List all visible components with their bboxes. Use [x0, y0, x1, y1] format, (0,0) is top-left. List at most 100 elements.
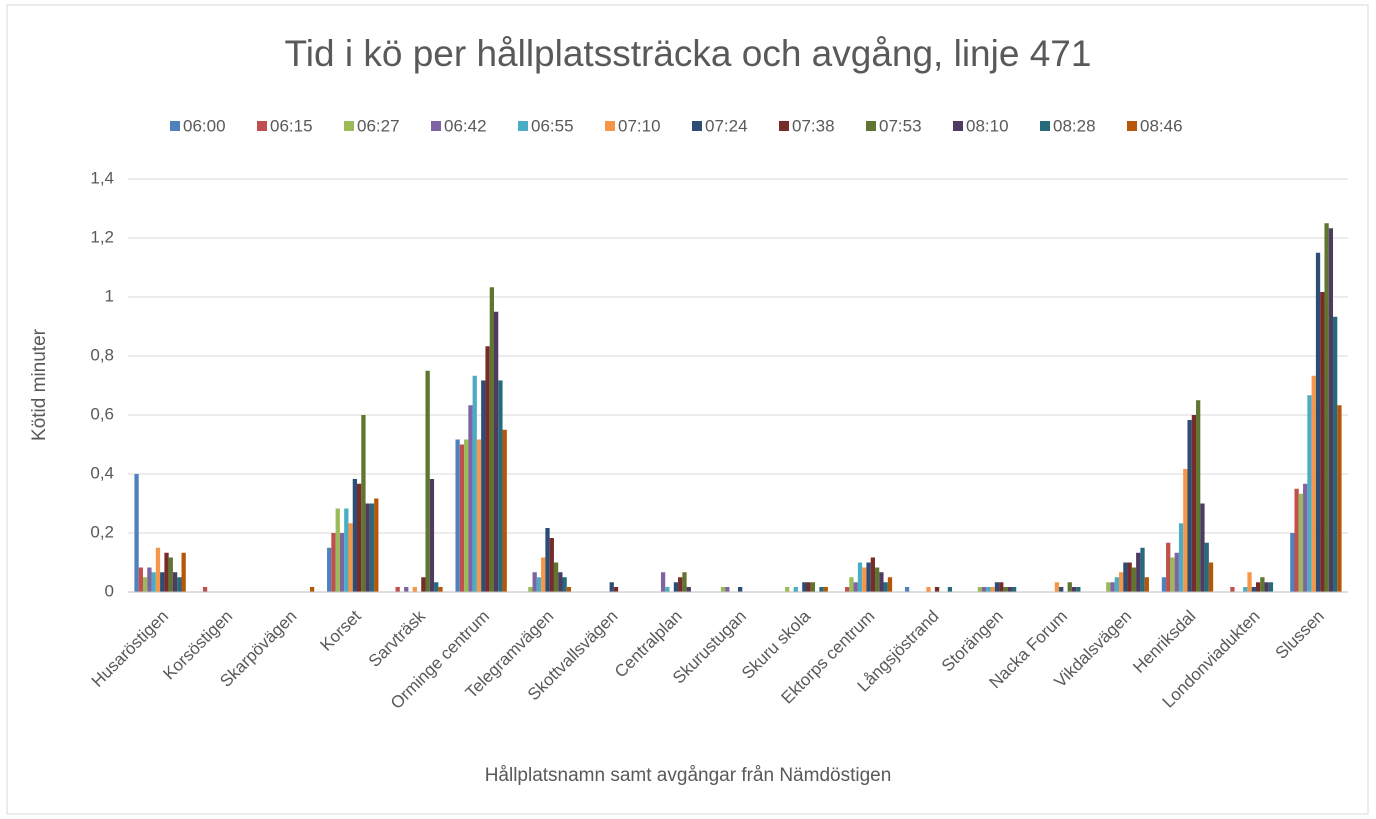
bar — [502, 429, 507, 592]
bar — [934, 586, 940, 592]
legend-label: 06:15 — [270, 116, 313, 135]
bar — [134, 474, 139, 592]
y-tick-label: 1,4 — [90, 168, 114, 187]
x-axis-title: Hållplatsnamn samt avgångar från Nämdöst… — [485, 765, 892, 786]
y-tick-label: 0,2 — [90, 522, 114, 541]
bar — [682, 572, 687, 592]
legend-label: 06:27 — [357, 116, 400, 135]
legend-label: 08:46 — [1140, 116, 1183, 135]
bar — [1251, 586, 1256, 592]
bar — [1200, 503, 1205, 592]
bar — [785, 586, 790, 592]
bar — [202, 586, 208, 592]
bar — [1303, 483, 1308, 592]
bar — [160, 572, 165, 592]
bar — [395, 586, 400, 592]
bar — [849, 577, 854, 592]
legend-label: 07:38 — [792, 116, 835, 135]
bar — [498, 380, 503, 592]
bar — [177, 577, 182, 592]
bar — [1183, 468, 1188, 592]
bar — [1166, 542, 1171, 592]
legend-swatch — [431, 121, 441, 131]
bar — [1208, 562, 1214, 592]
legend-swatch — [1040, 121, 1050, 131]
bar — [1106, 582, 1111, 592]
legend-swatch — [344, 121, 354, 131]
legend-label: 06:42 — [444, 116, 487, 135]
bar — [1110, 582, 1115, 592]
bar — [819, 586, 824, 592]
bar — [1268, 582, 1274, 592]
bar — [866, 562, 871, 592]
legend-label: 07:10 — [618, 116, 661, 135]
bar — [1320, 291, 1325, 592]
bar — [528, 586, 533, 592]
bar — [348, 523, 353, 592]
bar — [1007, 586, 1012, 592]
bar — [558, 572, 563, 592]
bar — [883, 582, 888, 592]
bar — [172, 572, 178, 592]
legend-swatch — [779, 121, 789, 131]
legend-swatch — [518, 121, 528, 131]
bar — [1230, 586, 1235, 592]
bar — [862, 567, 867, 592]
bar — [138, 567, 143, 592]
bar — [562, 577, 567, 592]
bar — [1264, 582, 1269, 592]
bar — [545, 527, 550, 592]
bar — [1174, 552, 1179, 592]
bar — [725, 586, 730, 592]
bar — [1161, 577, 1167, 592]
y-tick-label: 0,4 — [90, 463, 114, 482]
y-tick-label: 1 — [105, 286, 114, 305]
bar — [459, 444, 465, 592]
bar — [977, 586, 982, 592]
bar — [142, 577, 148, 592]
bar — [532, 572, 537, 592]
bar — [485, 346, 490, 592]
bar — [1247, 572, 1252, 592]
bar — [665, 586, 670, 592]
bar — [344, 508, 349, 592]
bar — [421, 577, 426, 592]
legend-label: 06:00 — [183, 116, 226, 135]
bar — [339, 533, 345, 592]
bar — [168, 557, 173, 592]
bar — [823, 586, 828, 592]
bar — [1290, 533, 1295, 592]
bar — [870, 557, 875, 592]
legend-label: 07:53 — [879, 116, 922, 135]
bar — [361, 415, 366, 592]
legend-swatch — [605, 121, 615, 131]
bar — [686, 586, 691, 592]
bar — [806, 582, 811, 592]
bar — [155, 547, 161, 592]
y-tick-label: 1,2 — [90, 227, 114, 246]
bar — [613, 586, 619, 592]
bar — [1114, 577, 1119, 592]
bar — [793, 586, 798, 592]
bar — [982, 586, 987, 592]
bar — [335, 508, 340, 592]
y-tick-label: 0,8 — [90, 345, 114, 364]
bar — [990, 586, 995, 592]
bar — [1191, 415, 1197, 592]
bar — [1298, 493, 1304, 592]
bar — [536, 577, 542, 592]
bar — [553, 562, 559, 592]
legend-label: 08:10 — [966, 116, 1009, 135]
bar — [874, 567, 880, 592]
bar — [673, 582, 679, 592]
bar — [999, 582, 1004, 592]
bar — [1187, 420, 1192, 592]
bar — [1059, 586, 1064, 592]
bar — [489, 287, 494, 592]
bar — [181, 552, 186, 592]
legend-swatch — [257, 121, 267, 131]
bar — [429, 479, 435, 592]
legend-label: 06:55 — [531, 116, 574, 135]
bar — [147, 567, 152, 592]
